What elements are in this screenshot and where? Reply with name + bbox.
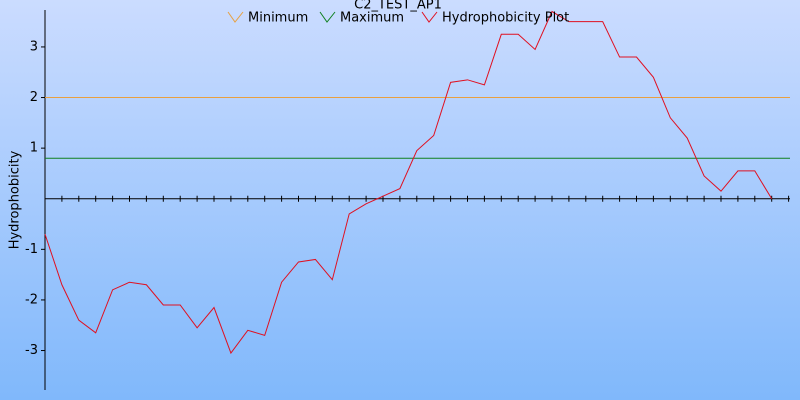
y-tick-label: 1 — [30, 141, 38, 156]
legend-icon — [227, 11, 244, 23]
legend-label: Hydrophobicity Plot — [442, 11, 569, 26]
data-line — [44, 10, 773, 355]
y-tick-label: -3 — [25, 343, 38, 358]
legend-icon — [319, 11, 336, 23]
legend-icon — [421, 11, 438, 23]
y-tick-label: -1 — [25, 242, 38, 257]
y-axis-label: Hydrophobicity — [8, 150, 23, 249]
legend-label: Maximum — [340, 11, 404, 26]
chart-title: C2_TEST_AP1 — [354, 0, 442, 13]
y-tick-label: -2 — [25, 292, 38, 307]
y-tick-label: 3 — [30, 39, 38, 54]
legend-label: Minimum — [248, 11, 308, 26]
y-tick-label: 2 — [30, 90, 38, 105]
